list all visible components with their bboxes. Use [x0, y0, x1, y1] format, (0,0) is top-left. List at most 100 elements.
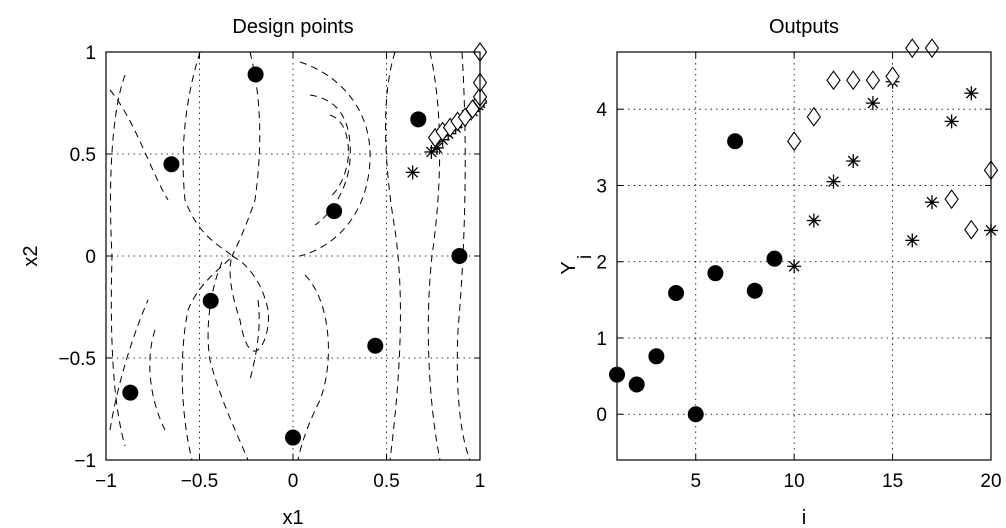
y-tick-label: 3: [596, 176, 607, 197]
filled-circle-marker: [746, 282, 763, 299]
asterisk-marker: [787, 259, 802, 274]
asterisk-marker: [424, 144, 439, 159]
contour-line: [299, 61, 371, 257]
x-tick-label: 20: [980, 471, 1001, 492]
diamond-marker: [806, 106, 822, 127]
x-tick-label: 5: [690, 471, 701, 492]
diamond-marker: [964, 219, 979, 240]
outputs-xlabel: i: [802, 507, 806, 528]
asterisk-marker: [826, 174, 841, 189]
contour-line: [427, 51, 441, 461]
filled-circle-marker: [687, 406, 704, 423]
filled-circle-marker: [285, 429, 301, 446]
asterisk-marker: [944, 114, 959, 129]
asterisk-stroke: [946, 115, 958, 127]
asterisk-marker: [924, 195, 939, 210]
asterisk-stroke: [926, 196, 938, 208]
x-tick-label: −1: [95, 471, 117, 492]
contour-line: [181, 51, 233, 461]
x-tick-label: −0.5: [181, 471, 219, 492]
y-tick-label: −0.5: [58, 349, 96, 370]
y-tick-label: 0: [85, 247, 96, 268]
filled-circle-marker: [202, 292, 219, 309]
x-tick-label: 0: [288, 471, 299, 492]
outputs-frame: [616, 51, 992, 461]
filled-circle-marker: [163, 156, 180, 173]
outputs-markers: [609, 38, 999, 423]
y-tick-label: 2: [596, 253, 607, 274]
filled-circle-marker: [648, 348, 665, 365]
asterisk-marker: [865, 96, 880, 111]
y-tick-label: 1: [85, 43, 96, 64]
y-tick-label: 0: [596, 405, 607, 426]
diamond-marker: [924, 38, 940, 59]
contour-line: [149, 329, 166, 431]
contour-line: [456, 51, 471, 461]
y-tick-label: 4: [596, 100, 607, 121]
design-points-grid: [106, 52, 480, 460]
filled-circle-marker: [367, 337, 384, 354]
diamond-marker: [786, 131, 802, 152]
contour-line: [207, 261, 249, 461]
y-tick-label: 0.5: [70, 145, 96, 166]
outputs-ticks: 5 10 15 20 0 1 2 3 4: [596, 52, 1002, 492]
asterisk-marker: [806, 213, 821, 228]
asterisk-stroke: [431, 142, 443, 154]
asterisk-stroke: [828, 176, 839, 188]
filled-circle-marker: [668, 284, 685, 301]
diamond-marker: [865, 70, 881, 91]
filled-circle-marker: [451, 248, 468, 264]
filled-circle-marker: [122, 384, 139, 401]
filled-circle-marker: [707, 265, 724, 282]
contour-line: [249, 299, 260, 381]
diamond-marker: [826, 70, 841, 91]
filled-circle-marker: [410, 111, 427, 128]
asterisk-stroke: [867, 97, 879, 109]
contour-line: [229, 255, 269, 352]
x-tick-label: 10: [784, 471, 805, 492]
asterisk-marker: [846, 154, 861, 169]
filled-circle-marker: [247, 66, 264, 83]
design-points-markers: [122, 42, 488, 446]
x-tick-label: 1: [475, 471, 486, 492]
asterisk-stroke: [788, 260, 800, 272]
design-points-panel: Design points −1 −0.5 0 0.5 1−1−0.500.51 x1 …: [20, 16, 488, 528]
asterisk-stroke: [847, 155, 859, 167]
contour-line: [385, 51, 401, 461]
asterisk-stroke: [906, 234, 918, 246]
asterisk-marker: [405, 165, 420, 180]
asterisk-stroke: [808, 215, 820, 226]
diamond-marker: [944, 189, 959, 210]
outputs-ylabel: Y: [558, 261, 580, 274]
diamond-marker: [905, 38, 920, 59]
diamond-marker: [846, 70, 861, 91]
diamond-marker: [885, 66, 900, 87]
design-points-title: Design points: [232, 16, 353, 38]
asterisk-marker: [905, 233, 920, 248]
filled-circle-marker: [628, 376, 645, 393]
filled-circle-marker: [727, 133, 744, 150]
asterisk-stroke: [965, 87, 977, 99]
contour-line: [309, 94, 351, 226]
x-tick-label: 0.5: [373, 471, 399, 492]
asterisk-stroke: [425, 146, 437, 158]
contour-line: [327, 114, 349, 199]
contour-line: [109, 299, 149, 431]
design-points-ticks: −1 −0.5 0 0.5 1 −1 −0.5 0 0.5 1: [58, 43, 485, 492]
outputs-grid: [617, 52, 991, 460]
contour-line: [297, 274, 329, 461]
contour-line: [109, 89, 169, 201]
outputs-ylabel-group: Y i: [558, 255, 596, 275]
filled-circle-marker: [766, 250, 783, 267]
outputs-ylabel-subscript: i: [575, 255, 596, 259]
outputs-title: Outputs: [769, 16, 839, 38]
asterisk-stroke: [407, 166, 419, 178]
contour-line: [231, 51, 261, 257]
outputs-panel: Outputs 5 10 15 20 0 1 2 3 4 i Y i: [558, 16, 1002, 528]
asterisk-marker: [964, 86, 979, 101]
design-points-xlabel: x1: [282, 507, 303, 528]
filled-circle-marker: [326, 203, 343, 220]
x-tick-label: 15: [882, 471, 903, 492]
y-tick-label: 1: [596, 329, 607, 350]
